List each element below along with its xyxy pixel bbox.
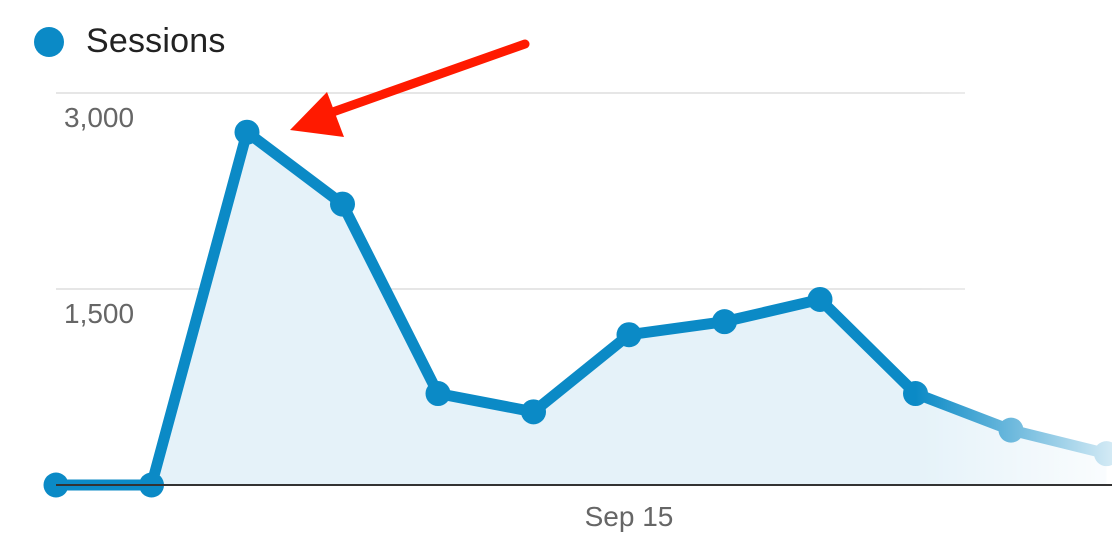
data-point-3	[330, 191, 355, 217]
x-tick-label: Sep 15	[585, 501, 674, 532]
data-point-4	[425, 381, 451, 407]
legend-swatch-sessions	[34, 26, 64, 57]
y-tick-label: 3,000	[64, 102, 134, 133]
data-point-7	[712, 309, 737, 335]
fade-overlay	[915, 60, 1112, 507]
data-point-2	[234, 119, 260, 145]
legend-label-sessions: Sessions	[86, 22, 226, 60]
data-point-8	[807, 286, 833, 312]
data-point-6	[616, 322, 642, 348]
chart-legend[interactable]: Sessions	[34, 22, 226, 61]
y-tick-label: 1,500	[64, 298, 134, 329]
arrow-head	[290, 92, 344, 137]
arrow-shaft	[325, 39, 530, 118]
sessions-area	[56, 132, 1107, 485]
data-point-5	[521, 399, 546, 425]
peak-arrow	[290, 39, 530, 137]
